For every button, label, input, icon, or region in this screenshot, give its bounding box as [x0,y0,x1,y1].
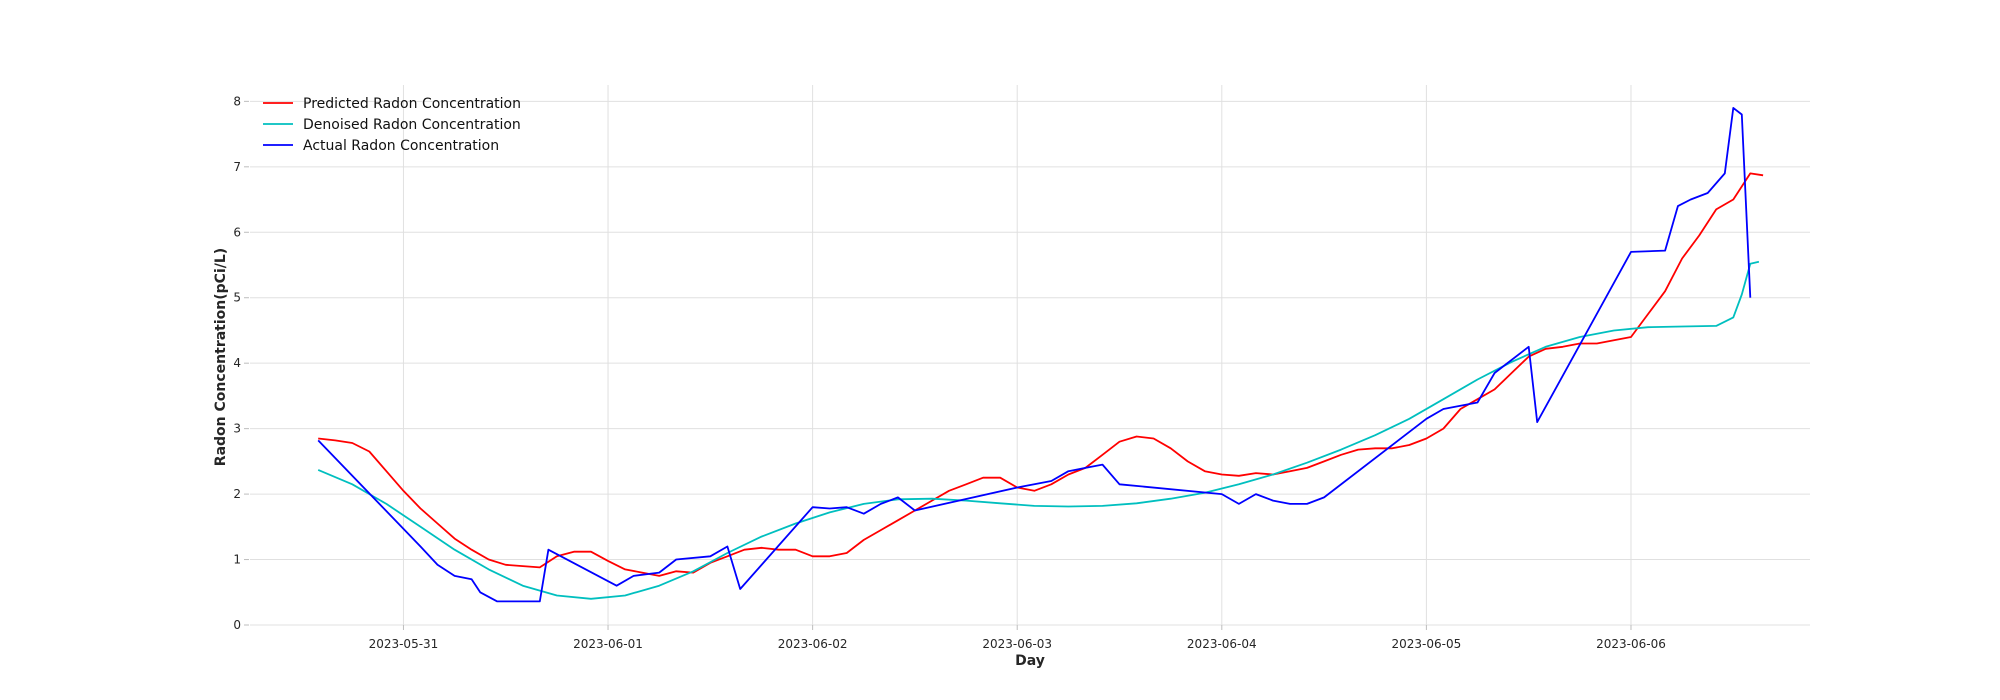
x-tick-label: 2023-06-06 [1596,637,1666,651]
x-tick-label: 2023-06-03 [982,637,1052,651]
x-axis-label: Day [1015,653,1045,669]
legend: Predicted Radon Concentration Denoised Ra… [263,96,521,154]
x-tick-label: 2023-06-02 [778,637,848,651]
legend-label-3: Actual Radon Concentration [303,138,499,154]
x-tick-label: 2023-06-01 [573,637,643,651]
x-tick-label: 2023-05-31 [369,637,439,651]
y-axis-ticks: 0 1 2 3 4 5 6 7 8 [233,94,249,632]
y-tick-label: 1 [233,553,241,567]
y-tick-label: 2 [233,487,241,501]
y-tick-label: 5 [233,291,241,305]
y-tick-label: 0 [233,618,241,632]
vertical-gridlines [402,85,1632,625]
x-axis-ticks: 2023-05-31 2023-06-01 2023-06-02 2023-06-03… [369,625,1666,651]
series-line-1 [318,172,1764,577]
y-tick-label: 7 [233,160,241,174]
y-tick-label: 3 [233,422,241,436]
series-line-3 [317,107,1752,603]
series-line-2 [317,260,1760,600]
series-lines [317,107,1764,603]
y-tick-label: 8 [233,94,241,108]
y-axis-label: Radon Concentration(pCi/L) [213,248,229,466]
legend-label-2: Denoised Radon Concentration [303,117,521,133]
x-tick-label: 2023-06-05 [1392,637,1462,651]
horizontal-gridlines [250,100,1810,626]
legend-label-1: Predicted Radon Concentration [303,96,521,112]
y-tick-label: 6 [233,225,241,239]
x-tick-label: 2023-06-04 [1187,637,1257,651]
y-tick-label: 4 [233,356,241,370]
